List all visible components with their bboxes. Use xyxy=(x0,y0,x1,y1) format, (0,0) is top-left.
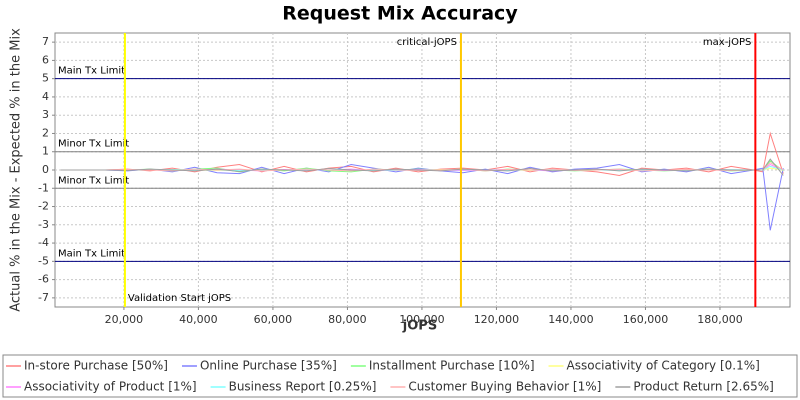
x-tick-label: 60,000 xyxy=(254,313,293,326)
x-tick-label: 80,000 xyxy=(328,313,367,326)
marker-label: Validation Start jOPS xyxy=(128,293,231,304)
x-tick-label: 40,000 xyxy=(179,313,218,326)
x-tick-label: 120,000 xyxy=(474,313,520,326)
legend-label: Customer Buying Behavior [1%] xyxy=(408,380,601,394)
y-tick-label: 2 xyxy=(42,126,49,139)
x-tick-label: 20,000 xyxy=(105,313,144,326)
legend-label: Installment Purchase [10%] xyxy=(369,359,535,373)
y-tick-label: 4 xyxy=(42,90,49,103)
y-tick-label: 3 xyxy=(42,108,49,121)
series-line xyxy=(60,158,784,176)
legend-label: Associativity of Product [1%] xyxy=(24,380,197,394)
limit-label: Main Tx Limit xyxy=(58,248,125,259)
y-tick-label: -6 xyxy=(38,273,49,286)
x-tick-label: 100,000 xyxy=(399,313,445,326)
x-tick-label: 180,000 xyxy=(697,313,743,326)
chart-title: Request Mix Accuracy xyxy=(282,3,518,25)
y-tick-label: 6 xyxy=(42,53,49,66)
series-line xyxy=(60,162,784,172)
y-axis-label: Actual % in the Mix - Expected % in the … xyxy=(9,28,24,312)
legend-label: Online Purchase [35%] xyxy=(200,359,337,373)
limit-label: Minor Tx Limit xyxy=(58,175,129,186)
limit-label: Minor Tx Limit xyxy=(58,139,129,150)
marker-label: max-jOPS xyxy=(703,37,751,48)
legend-label: Business Report [0.25%] xyxy=(229,380,377,394)
legend-label: Product Return [2.65%] xyxy=(633,380,774,394)
y-tick-label: 1 xyxy=(42,145,49,158)
y-tick-label: -4 xyxy=(38,236,49,249)
marker-label: critical-jOPS xyxy=(397,37,457,48)
y-tick-label: 7 xyxy=(42,35,49,48)
y-tick-label: -3 xyxy=(38,218,49,231)
y-tick-label: 5 xyxy=(42,72,49,85)
legend xyxy=(2,354,798,398)
y-tick-label: 0 xyxy=(42,163,49,176)
y-tick-label: -7 xyxy=(38,291,49,304)
limit-label: Main Tx Limit xyxy=(58,66,125,77)
x-tick-label: 140,000 xyxy=(548,313,594,326)
y-tick-label: -1 xyxy=(38,181,49,194)
legend-label: Associativity of Category [0.1%] xyxy=(567,359,760,373)
y-tick-label: -2 xyxy=(38,200,49,213)
x-tick-label: 160,000 xyxy=(623,313,669,326)
y-tick-label: -5 xyxy=(38,254,49,267)
x-axis-label: jOPS xyxy=(402,319,437,334)
legend-label: In-store Purchase [50%] xyxy=(24,359,168,373)
